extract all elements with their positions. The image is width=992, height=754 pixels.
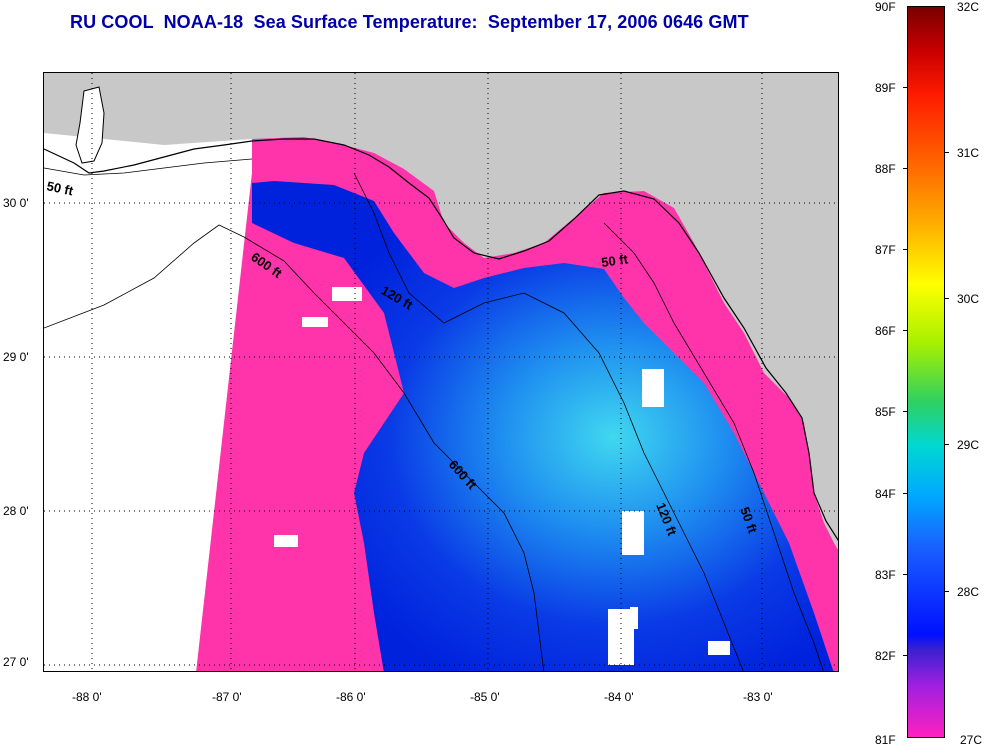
cloud-mask [274, 535, 298, 547]
cloud-mask [332, 287, 362, 301]
isobath-120ft [353, 172, 744, 671]
lon-label: -86 0' [336, 690, 366, 704]
colorbar-f-label: 88F [875, 162, 896, 176]
colorbar-tick [903, 168, 907, 169]
colorbar-tick [945, 591, 949, 592]
isobath-label: 50 ft [600, 251, 629, 270]
colorbar-c-label: 29C [957, 438, 980, 452]
lon-label: -85 0' [470, 690, 500, 704]
lon-label: -87 0' [212, 690, 242, 704]
isobath-label: 50 ft [45, 178, 75, 198]
no-data-region [44, 133, 252, 671]
isobath-600ft-west [44, 224, 545, 671]
colorbar-f-label: 86F [875, 324, 896, 338]
colorbar-tick [903, 411, 907, 412]
sst-map: 50 ft 600 ft 120 ft 50 ft 600 ft 120 ft … [43, 72, 839, 672]
temperature-colorbar [907, 6, 945, 738]
mobile-bay [75, 86, 105, 164]
colorbar-c-label: 27C [960, 733, 983, 747]
graticule [44, 73, 838, 671]
isobath-50ft-west [44, 158, 253, 176]
colorbar-f-label: 87F [875, 243, 896, 257]
lat-label: 29 0' [3, 350, 29, 364]
map-title: RU COOL NOAA-18 Sea Surface Temperature:… [70, 12, 749, 32]
lat-label: 30 0' [3, 196, 29, 210]
colorbar-tick [903, 493, 907, 494]
colorbar-tick [903, 87, 907, 88]
lon-label: -83 0' [743, 690, 773, 704]
colorbar-f-label: 83F [875, 568, 896, 582]
colorbar-f-label: 82F [875, 649, 896, 663]
colorbar-tick [945, 152, 949, 153]
colorbar-c-label: 28C [957, 585, 980, 599]
colorbar-f-label: 85F [875, 405, 896, 419]
colorbar-f-label: 90F [875, 0, 896, 14]
colorbar-f-label: 81F [875, 733, 896, 747]
colorbar-tick [903, 249, 907, 250]
colorbar-c-label: 32C [957, 0, 980, 14]
colorbar-tick [903, 330, 907, 331]
lat-label: 27 0' [3, 655, 29, 669]
coastline [44, 138, 838, 541]
colorbar-tick [945, 444, 949, 445]
cloud-mask [302, 317, 328, 327]
warm-water-core [252, 181, 834, 671]
colorbar-tick [903, 655, 907, 656]
cloud-mask [708, 641, 730, 655]
colorbar-tick [903, 574, 907, 575]
lat-label: 28 0' [3, 504, 29, 518]
sst-map-canvas: 50 ft 600 ft 120 ft 50 ft 600 ft 120 ft … [44, 73, 838, 671]
cloud-mask [622, 511, 644, 555]
colorbar-tick [945, 298, 949, 299]
lon-label: -84 0' [604, 690, 634, 704]
cloud-mask [642, 369, 664, 407]
isobath-50ft-east [603, 222, 824, 671]
colorbar-c-label: 30C [957, 292, 980, 306]
lon-label: -88 0' [72, 690, 102, 704]
cloud-mask [630, 607, 638, 629]
colorbar-c-label: 31C [957, 146, 980, 160]
colorbar-f-label: 89F [875, 81, 896, 95]
colorbar-f-label: 84F [875, 487, 896, 501]
